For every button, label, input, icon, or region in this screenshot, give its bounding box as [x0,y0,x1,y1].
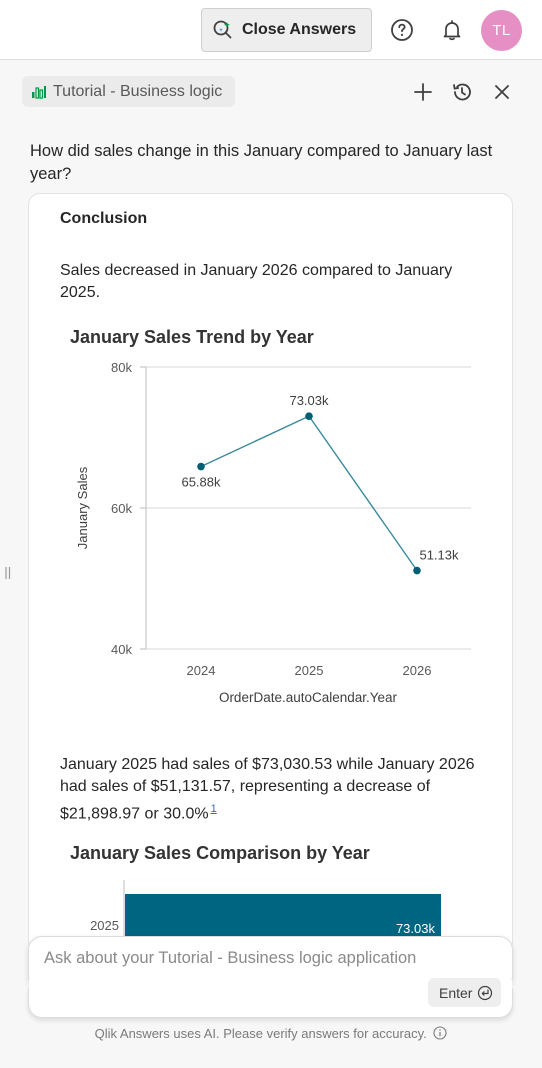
citation-link[interactable]: 1 [210,803,217,815]
enter-icon [478,985,493,1000]
detail-text: January 2025 had sales of $73,030.53 whi… [60,754,490,825]
x-tick-label: 2024 [187,663,216,678]
y-tick-label: 80k [111,360,132,375]
ask-input[interactable] [44,946,484,970]
user-question: How did sales change in this January com… [30,142,493,183]
data-label: 65.88k [181,475,221,490]
app-chip[interactable]: Tutorial - Business logic [22,76,235,107]
help-icon[interactable] [390,18,414,42]
answer-card: Conclusion Sales decreased in January 20… [28,193,513,953]
plus-icon[interactable] [412,81,434,103]
chart-app-icon [32,85,46,99]
conclusion-heading: Conclusion [60,210,148,227]
line-chart-title: January Sales Trend by Year [70,327,314,347]
line-chart: 40k 60k 80k 2024 2025 2026 65.88k 73.03k 51.13… [75,360,471,705]
history-icon[interactable] [451,81,473,103]
enter-label: Enter [439,984,473,1001]
ai-disclaimer-text: Qlik Answers uses AI. Please verify answ… [94,1026,427,1041]
top-bar: Close Answers TL [0,0,542,60]
x-tick-label: 2026 [403,663,432,678]
y-axis-label: January Sales [75,466,90,549]
info-icon[interactable] [433,1026,447,1040]
ask-input-fill [29,980,512,994]
conclusion-text: Sales decreased in January 2026 compared… [60,262,453,301]
avatar-initials: TL [492,22,511,39]
y-tick-label: 40k [111,642,132,657]
avatar[interactable]: TL [481,10,522,51]
bar-chart: 73.03k 2025 [90,880,441,953]
line-point[interactable] [413,566,421,575]
bar-category-label: 2025 [90,918,119,933]
app-name: Tutorial - Business logic [53,82,223,100]
x-axis-label: OrderDate.autoCalendar.Year [219,690,398,705]
ai-disclaimer: Qlik Answers uses AI. Please verify answ… [0,1026,542,1041]
y-tick-label: 60k [111,501,132,516]
resize-handle-icon[interactable] [4,566,12,580]
close-icon[interactable] [491,81,513,103]
line-point[interactable] [305,412,313,420]
enter-button[interactable]: Enter [428,978,501,1007]
x-tick-label: 2025 [295,663,324,678]
data-label: 73.03k [289,393,329,408]
bell-icon[interactable] [440,18,464,42]
sparkle-search-icon [213,20,232,39]
close-answers-button[interactable]: Close Answers [201,8,372,52]
line-point[interactable] [197,462,205,471]
close-answers-label: Close Answers [242,21,357,38]
bar-chart-title: January Sales Comparison by Year [70,843,370,863]
detail-text-body: January 2025 had sales of $73,030.53 whi… [60,756,475,823]
bar-data-label: 73.03k [396,921,436,936]
data-label: 51.13k [419,548,459,563]
